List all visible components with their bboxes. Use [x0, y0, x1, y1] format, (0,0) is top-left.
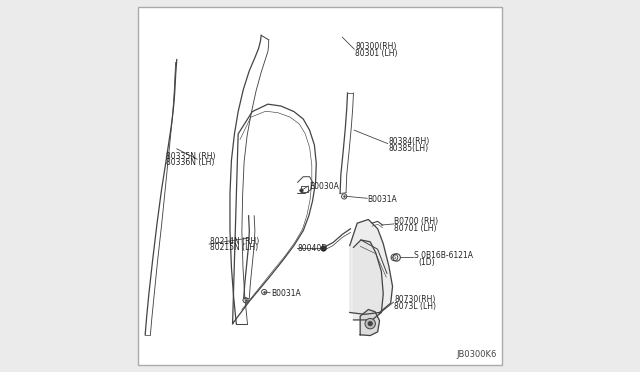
Polygon shape — [353, 240, 383, 320]
Text: 80214N (RH): 80214N (RH) — [211, 237, 259, 246]
Text: 80215N (LH): 80215N (LH) — [211, 243, 259, 252]
Text: 80040D: 80040D — [298, 244, 328, 253]
Text: 80730(RH): 80730(RH) — [394, 295, 436, 304]
Text: B0030A: B0030A — [309, 182, 339, 191]
Text: (1D): (1D) — [419, 258, 435, 267]
Text: 80335N (RH): 80335N (RH) — [166, 152, 215, 161]
Text: 80701 (LH): 80701 (LH) — [394, 224, 437, 232]
Text: 8073L (LH): 8073L (LH) — [394, 302, 436, 311]
Text: S: S — [393, 254, 396, 260]
Text: 80384(RH): 80384(RH) — [389, 137, 430, 146]
Circle shape — [393, 254, 401, 261]
Text: 80300(RH): 80300(RH) — [355, 42, 397, 51]
Text: B0031A: B0031A — [271, 289, 301, 298]
Polygon shape — [349, 219, 392, 314]
FancyBboxPatch shape — [138, 7, 502, 365]
Circle shape — [368, 321, 372, 326]
Circle shape — [365, 318, 376, 329]
Text: S 0B16B-6121A: S 0B16B-6121A — [413, 251, 473, 260]
Polygon shape — [360, 310, 380, 336]
Text: B0031A: B0031A — [367, 195, 397, 203]
Text: 80385(LH): 80385(LH) — [389, 144, 429, 153]
Text: JB0300K6: JB0300K6 — [456, 350, 497, 359]
Text: 80301 (LH): 80301 (LH) — [355, 49, 398, 58]
Text: B0700 (RH): B0700 (RH) — [394, 217, 438, 226]
Text: 80336N (LH): 80336N (LH) — [166, 158, 214, 167]
